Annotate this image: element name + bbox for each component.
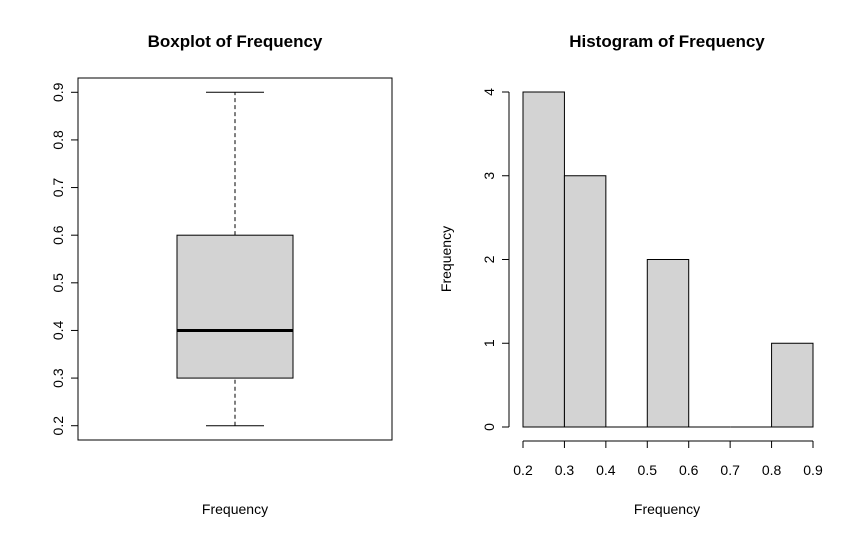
histogram-x-tick-label: 0.8: [762, 462, 782, 478]
boxplot-y-axis: 0.2 0.3 0.4 0.5 0.6 0.7 0.8 0.9: [50, 82, 79, 436]
histogram-title: Histogram of Frequency: [569, 32, 765, 51]
histogram-y-axis-label: Frequency: [438, 226, 454, 292]
boxplot-y-tick-label: 0.4: [50, 321, 66, 341]
histogram-x-tick-label: 0.6: [679, 462, 699, 478]
histogram-y-tick-label: 0: [481, 423, 497, 431]
histogram-bars: [522, 91, 814, 428]
histogram-bar: [771, 342, 814, 428]
histogram-y-axis: 0 1 2 3 4: [481, 88, 510, 431]
histogram-y-tick-label: 2: [481, 255, 497, 263]
boxplot-box: [176, 234, 294, 379]
boxplot-y-tick-label: 0.8: [50, 130, 66, 150]
histogram-x-tick-label: 0.7: [720, 462, 740, 478]
boxplot-y-tick-label: 0.6: [50, 225, 66, 245]
histogram-x-tick-label: 0.4: [596, 462, 616, 478]
boxplot-y-tick-label: 0.3: [50, 368, 66, 388]
histogram-bar: [522, 91, 565, 428]
histogram-x-tick-label: 0.5: [638, 462, 658, 478]
boxplot-x-axis-label: Frequency: [202, 501, 268, 517]
histogram-y-tick-label: 1: [481, 339, 497, 347]
boxplot-y-tick-label: 0.2: [50, 416, 66, 436]
histogram-x-tick-label: 0.2: [513, 462, 533, 478]
histogram-panel: Histogram of Frequency Frequency Frequen…: [438, 32, 823, 517]
boxplot-y-tick-label: 0.7: [50, 178, 66, 198]
boxplot-title: Boxplot of Frequency: [148, 32, 323, 51]
histogram-x-axis-label: Frequency: [634, 501, 700, 517]
histogram-x-tick-label: 0.9: [803, 462, 823, 478]
boxplot-panel: Boxplot of Frequency Frequency 0.2 0.3 0.4…: [50, 32, 393, 517]
boxplot-y-tick-label: 0.5: [50, 273, 66, 293]
histogram-y-tick-label: 4: [481, 88, 497, 96]
histogram-bar: [563, 175, 607, 428]
histogram-x-axis: 0.2 0.3 0.4 0.5 0.6 0.7 0.8 0.9: [513, 440, 823, 478]
histogram-y-tick-label: 3: [481, 172, 497, 180]
histogram-x-tick-label: 0.3: [555, 462, 575, 478]
histogram-bar: [646, 259, 690, 428]
boxplot-y-tick-label: 0.9: [50, 82, 66, 102]
boxplot-marks: [176, 91, 294, 427]
